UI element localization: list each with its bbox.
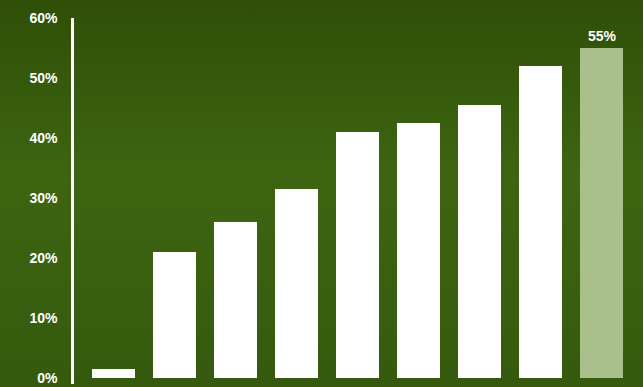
svg-text:10%: 10% [29, 310, 58, 326]
svg-text:50%: 50% [29, 70, 58, 86]
svg-text:40%: 40% [29, 130, 58, 146]
svg-text:30%: 30% [29, 190, 58, 206]
svg-text:20%: 20% [29, 250, 58, 266]
svg-text:55%: 55% [588, 28, 617, 44]
svg-text:60%: 60% [29, 10, 58, 26]
svg-text:0%: 0% [37, 370, 58, 386]
